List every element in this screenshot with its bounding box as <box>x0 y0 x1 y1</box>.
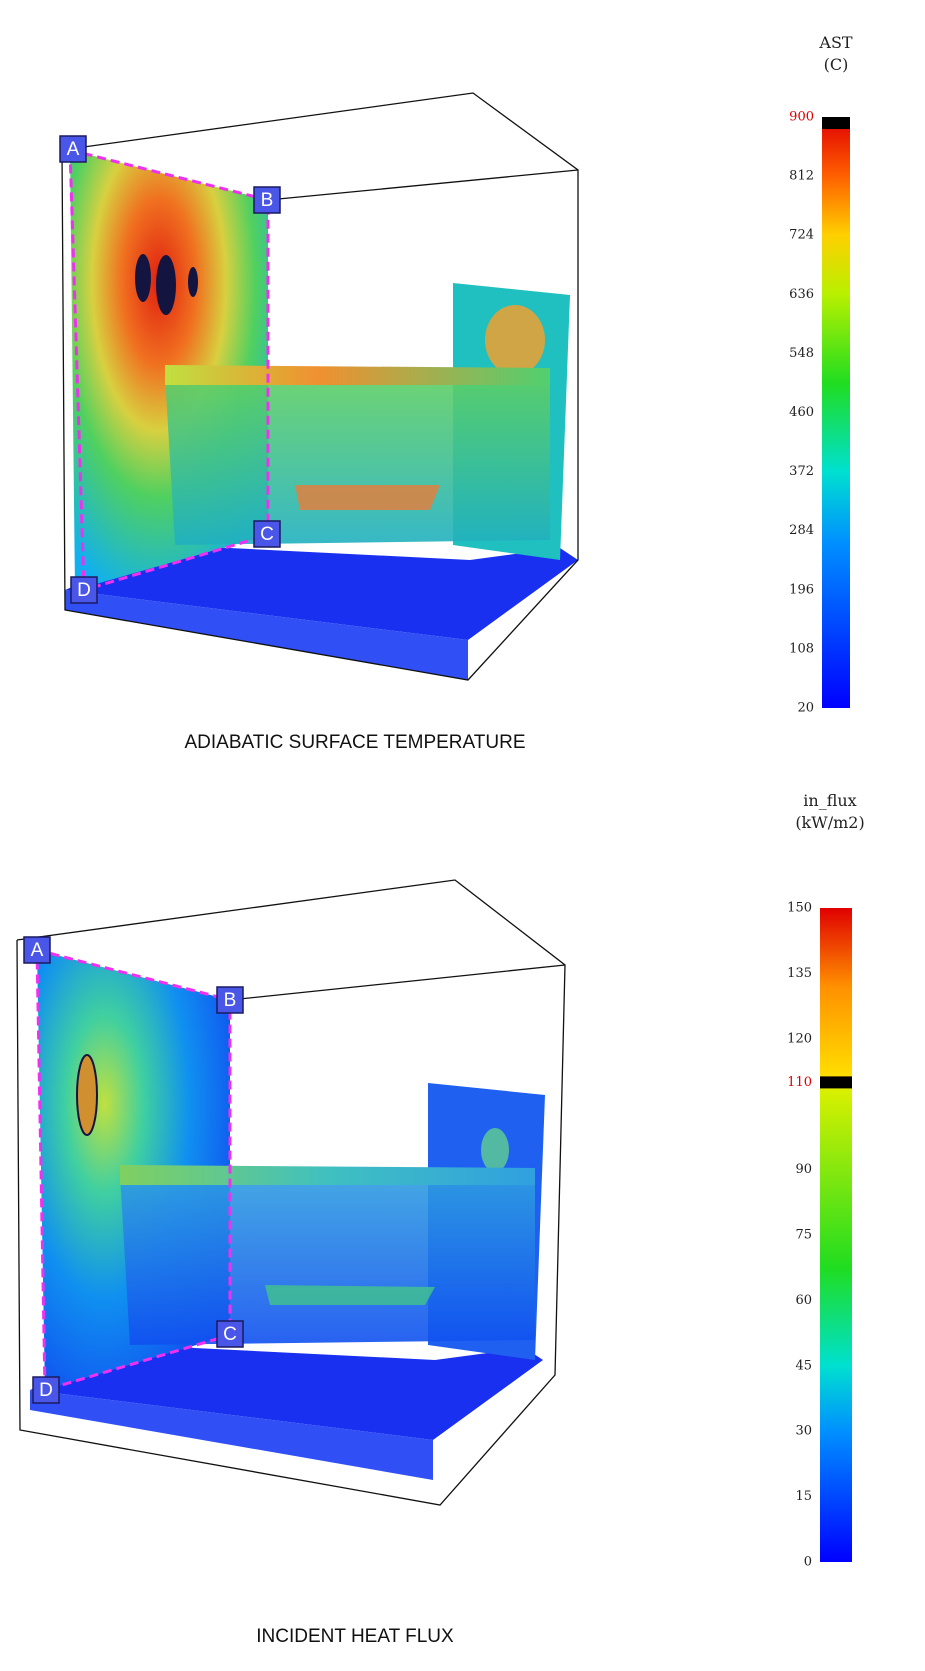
point-text: B <box>261 190 274 211</box>
tick-label: 30 <box>795 1424 812 1439</box>
point-label: D <box>70 576 98 604</box>
shelf <box>165 372 550 545</box>
point-label: A <box>59 135 87 163</box>
colorbar-unit: (kW/m2) <box>795 813 864 832</box>
point-text: B <box>224 990 237 1011</box>
tick-label: 372 <box>789 464 814 479</box>
point-text: A <box>67 139 80 160</box>
blob <box>135 254 151 302</box>
point-label: B <box>216 986 244 1014</box>
tick-label: 284 <box>789 523 814 538</box>
scene <box>61 92 579 681</box>
point-label: D <box>32 1376 60 1404</box>
tick-label: 90 <box>795 1162 812 1177</box>
colorbar-title: in_flux <box>803 791 856 810</box>
lower-board <box>265 1285 435 1305</box>
floor <box>30 1345 543 1440</box>
box-edge <box>229 964 566 1001</box>
floor <box>65 545 578 640</box>
point-label: C <box>253 520 281 548</box>
tick-label: 20 <box>797 701 814 716</box>
tick-label: 196 <box>789 582 814 597</box>
point-text: D <box>39 1380 53 1401</box>
tick-label: 110 <box>787 1075 812 1090</box>
point-text: A <box>31 940 44 961</box>
box-edge <box>61 92 579 681</box>
threshold-band <box>820 1076 852 1089</box>
blob <box>156 255 176 315</box>
blob <box>76 1054 98 1136</box>
tick-label: 812 <box>789 169 814 184</box>
tick-label: 108 <box>789 641 814 656</box>
tick-label: 75 <box>795 1228 812 1243</box>
hot-spot <box>485 305 545 375</box>
tick-label: 150 <box>787 901 812 916</box>
point-label: B <box>253 186 281 214</box>
hot-spot <box>481 1128 509 1172</box>
tick-label: 60 <box>795 1293 812 1308</box>
tick-label: 135 <box>787 966 812 981</box>
box-edge <box>267 169 579 201</box>
shelf <box>120 1172 535 1345</box>
point-text: C <box>223 1324 237 1345</box>
tick-label: 0 <box>804 1555 812 1570</box>
shelf-board <box>165 365 550 385</box>
tick-label: 460 <box>789 405 814 420</box>
shelf-board <box>120 1165 535 1185</box>
caption: ADIABATIC SURFACE TEMPERATURE <box>185 732 526 753</box>
tick-label: 900 <box>789 110 814 125</box>
point-text: C <box>260 524 274 545</box>
tick-label: 724 <box>789 228 814 243</box>
colorbar-unit: (C) <box>824 55 849 74</box>
tick-label: 548 <box>789 346 814 361</box>
point-label: C <box>216 1320 244 1348</box>
blob <box>188 267 198 297</box>
scene <box>16 879 566 1506</box>
point-text: D <box>77 580 91 601</box>
floor-edge <box>65 590 468 680</box>
caption: INCIDENT HEAT FLUX <box>256 1626 454 1647</box>
tick-label: 120 <box>787 1031 812 1046</box>
lower-board <box>295 485 440 510</box>
tick-label: 45 <box>795 1358 812 1373</box>
threshold-band <box>822 117 850 129</box>
colorbar <box>822 117 850 708</box>
tick-label: 15 <box>795 1489 812 1504</box>
colorbar <box>820 908 852 1562</box>
point-label: A <box>23 936 51 964</box>
floor-edge <box>30 1390 433 1480</box>
tick-label: 636 <box>789 287 814 302</box>
box-edge <box>16 879 566 1506</box>
colorbar-title: AST <box>818 33 853 52</box>
